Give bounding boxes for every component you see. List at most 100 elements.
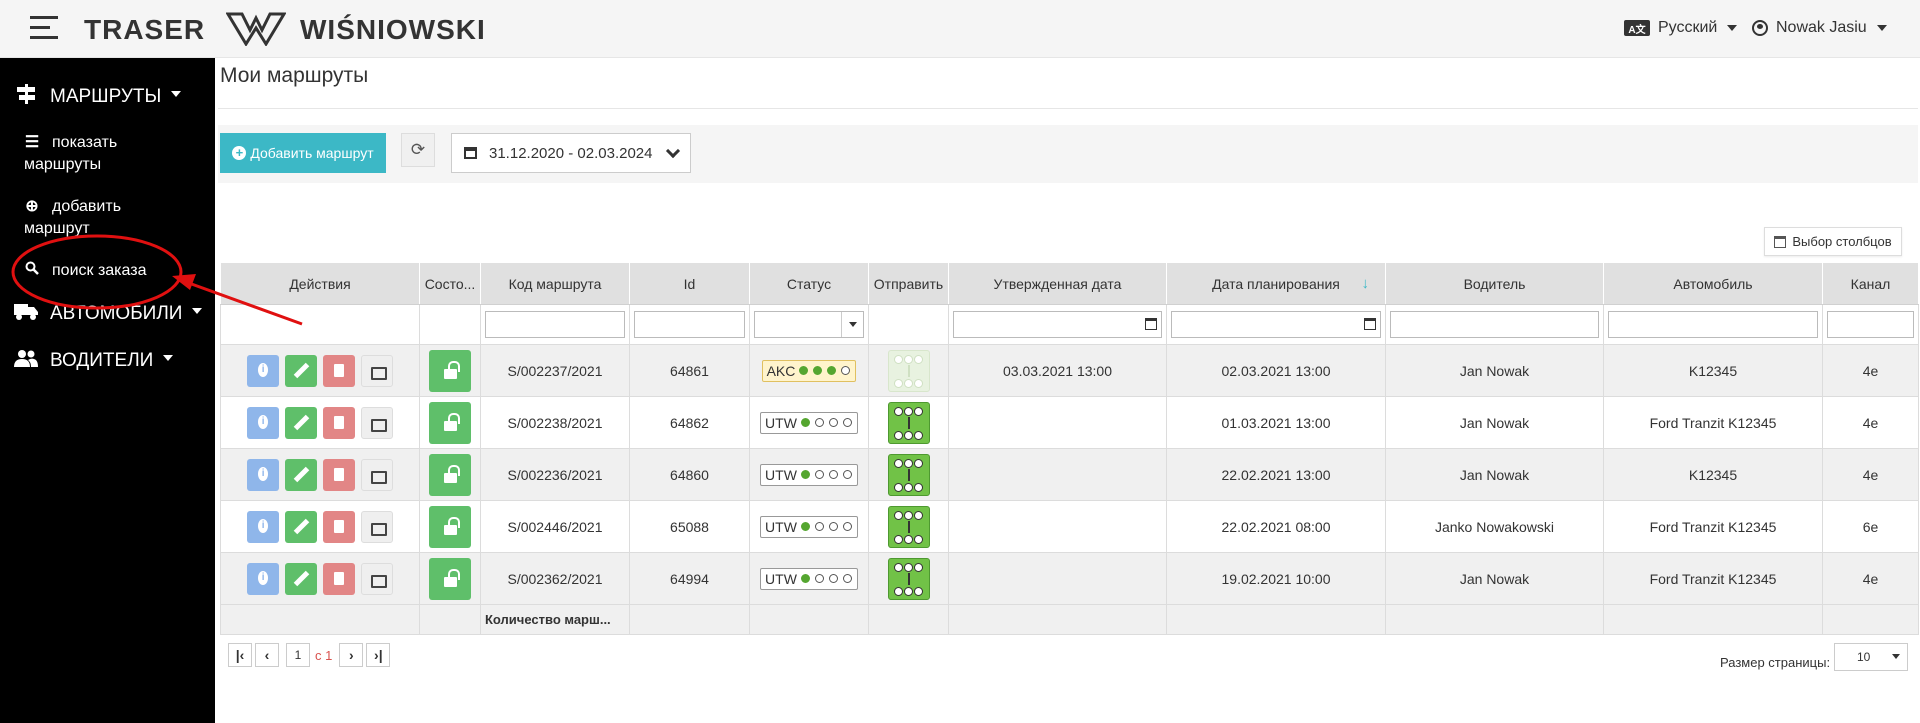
edit-button[interactable] — [285, 510, 318, 543]
column-chooser-button[interactable]: Выбор столбцов — [1764, 227, 1902, 256]
delete-button[interactable] — [322, 406, 355, 439]
edit-button[interactable] — [285, 458, 318, 491]
arrow-down-icon — [907, 520, 910, 533]
print-button[interactable] — [360, 406, 393, 439]
next-page-button[interactable]: › — [339, 643, 364, 667]
column-header-driver[interactable]: Водитель — [1385, 262, 1604, 305]
filter-cell — [868, 304, 949, 345]
table-row[interactable]: S/002446/2021 65088 UTW 22.02.2021 08:00… — [220, 500, 1919, 553]
status-badge: UTW — [760, 567, 858, 590]
print-button[interactable] — [360, 510, 393, 543]
unlock-button[interactable] — [429, 505, 471, 548]
first-page-button[interactable]: |‹ — [228, 643, 252, 667]
sidebar-section-routes[interactable]: МАРШРУТЫ — [0, 77, 215, 117]
edit-button[interactable] — [285, 406, 318, 439]
info-button[interactable] — [247, 510, 280, 543]
id-filter-input[interactable] — [634, 311, 745, 338]
state-cell — [419, 448, 481, 501]
sidebar-section-vehicles[interactable]: АВТОМОБИЛИ — [0, 294, 215, 334]
chevron-down-icon — [171, 91, 182, 97]
page-count-label: с 1 — [315, 647, 333, 663]
edit-button[interactable] — [285, 354, 318, 387]
arrow-down-icon — [907, 468, 910, 481]
table-row[interactable]: S/002238/2021 64862 UTW 01.03.2021 13:00… — [220, 396, 1919, 449]
edit-button[interactable] — [285, 562, 318, 595]
column-header-planned-date[interactable]: Дата планирования ↓ — [1166, 262, 1386, 305]
column-header-approved-date[interactable]: Утвержденная дата — [948, 262, 1167, 305]
summary-row: Количество марш... — [220, 604, 1919, 635]
unlock-button[interactable] — [429, 401, 471, 444]
print-button[interactable] — [360, 354, 393, 387]
column-header-channel[interactable]: Канал — [1822, 262, 1919, 305]
driver-filter-input[interactable] — [1390, 311, 1599, 338]
sidebar-item-add-route[interactable]: ⊕ добавить маршрут — [24, 196, 174, 240]
column-header-vehicle[interactable]: Автомобиль — [1603, 262, 1823, 305]
table-row[interactable]: S/002237/2021 64861 AKC 03.03.2021 13:00… — [220, 344, 1919, 397]
calendar-icon[interactable] — [1145, 318, 1157, 330]
print-button[interactable] — [360, 562, 393, 595]
route-code-cell: S/002446/2021 — [480, 500, 630, 553]
driver-cell: Jan Nowak — [1385, 448, 1604, 501]
send-route-button[interactable] — [887, 557, 930, 600]
info-button[interactable] — [247, 354, 280, 387]
status-label: UTW — [765, 518, 797, 535]
page-size-select[interactable]: 10 — [1834, 643, 1908, 671]
status-dot — [827, 366, 837, 375]
status-dot — [813, 366, 823, 375]
channel-filter-input[interactable] — [1827, 311, 1914, 338]
delete-button[interactable] — [322, 562, 355, 595]
info-button[interactable] — [247, 406, 280, 439]
search-icon — [24, 260, 40, 282]
unlock-button[interactable] — [429, 453, 471, 496]
language-selector[interactable]: A文 Русский — [1624, 19, 1738, 37]
calendar-icon[interactable] — [1364, 318, 1376, 330]
last-page-button[interactable]: ›| — [366, 643, 391, 667]
status-badge: UTW — [760, 463, 858, 486]
column-header-state[interactable]: Состо... — [419, 262, 481, 305]
delete-button[interactable] — [322, 458, 355, 491]
column-header-route-code[interactable]: Код маршрута — [480, 262, 630, 305]
unlock-button[interactable] — [429, 557, 471, 600]
send-dot — [903, 430, 913, 440]
print-button[interactable] — [360, 458, 393, 491]
approved-date-cell — [948, 448, 1167, 501]
vehicle-cell: Ford Tranzit K12345 — [1603, 396, 1823, 449]
planned-date-filter-input[interactable] — [1171, 311, 1381, 338]
id-cell: 64994 — [629, 552, 750, 605]
column-header-status[interactable]: Статус — [749, 262, 869, 305]
sidebar-item-order-search[interactable]: поиск заказа — [24, 260, 194, 282]
send-dot — [903, 482, 913, 492]
info-button[interactable] — [247, 458, 280, 491]
send-route-button[interactable] — [887, 453, 930, 496]
column-header-send[interactable]: Отправить — [868, 262, 949, 305]
refresh-button[interactable]: ⟳ — [401, 133, 435, 167]
add-route-button[interactable]: + Добавить маршрут — [220, 133, 386, 173]
sidebar-section-drivers[interactable]: ВОДИТЕЛИ — [0, 341, 215, 381]
chevron-down-icon — [163, 355, 174, 361]
delete-button[interactable] — [322, 354, 355, 387]
vehicle-filter-input[interactable] — [1608, 311, 1818, 338]
channel-cell: 4e — [1822, 344, 1919, 397]
hamburger-menu-icon[interactable] — [30, 16, 58, 40]
table-row[interactable]: S/002236/2021 64860 UTW 22.02.2021 13:00… — [220, 448, 1919, 501]
column-header-actions[interactable]: Действия — [220, 262, 420, 305]
planned-date-cell: 01.03.2021 13:00 — [1166, 396, 1386, 449]
send-route-button[interactable] — [887, 401, 930, 444]
info-button[interactable] — [247, 562, 280, 595]
approved-date-filter-input[interactable] — [953, 311, 1162, 338]
sidebar-item-show-routes[interactable]: ☰ показать маршруты — [24, 132, 174, 176]
column-header-id[interactable]: Id — [629, 262, 750, 305]
status-dot — [828, 522, 838, 531]
page-number-input[interactable]: 1 — [286, 643, 310, 667]
status-filter-select[interactable] — [754, 311, 864, 338]
send-route-button[interactable] — [887, 505, 930, 548]
delete-button[interactable] — [322, 510, 355, 543]
planned-date-cell: 22.02.2021 08:00 — [1166, 500, 1386, 553]
table-row[interactable]: S/002362/2021 64994 UTW 19.02.2021 10:00… — [220, 552, 1919, 605]
unlock-button[interactable] — [429, 349, 471, 392]
date-range-picker[interactable]: 31.12.2020 - 02.03.2024 — [451, 133, 691, 173]
prev-page-button[interactable]: ‹ — [255, 643, 279, 667]
user-menu[interactable]: Nowak Jasiu — [1752, 19, 1887, 37]
planned-date-cell: 19.02.2021 10:00 — [1166, 552, 1386, 605]
route-code-filter-input[interactable] — [485, 311, 625, 338]
